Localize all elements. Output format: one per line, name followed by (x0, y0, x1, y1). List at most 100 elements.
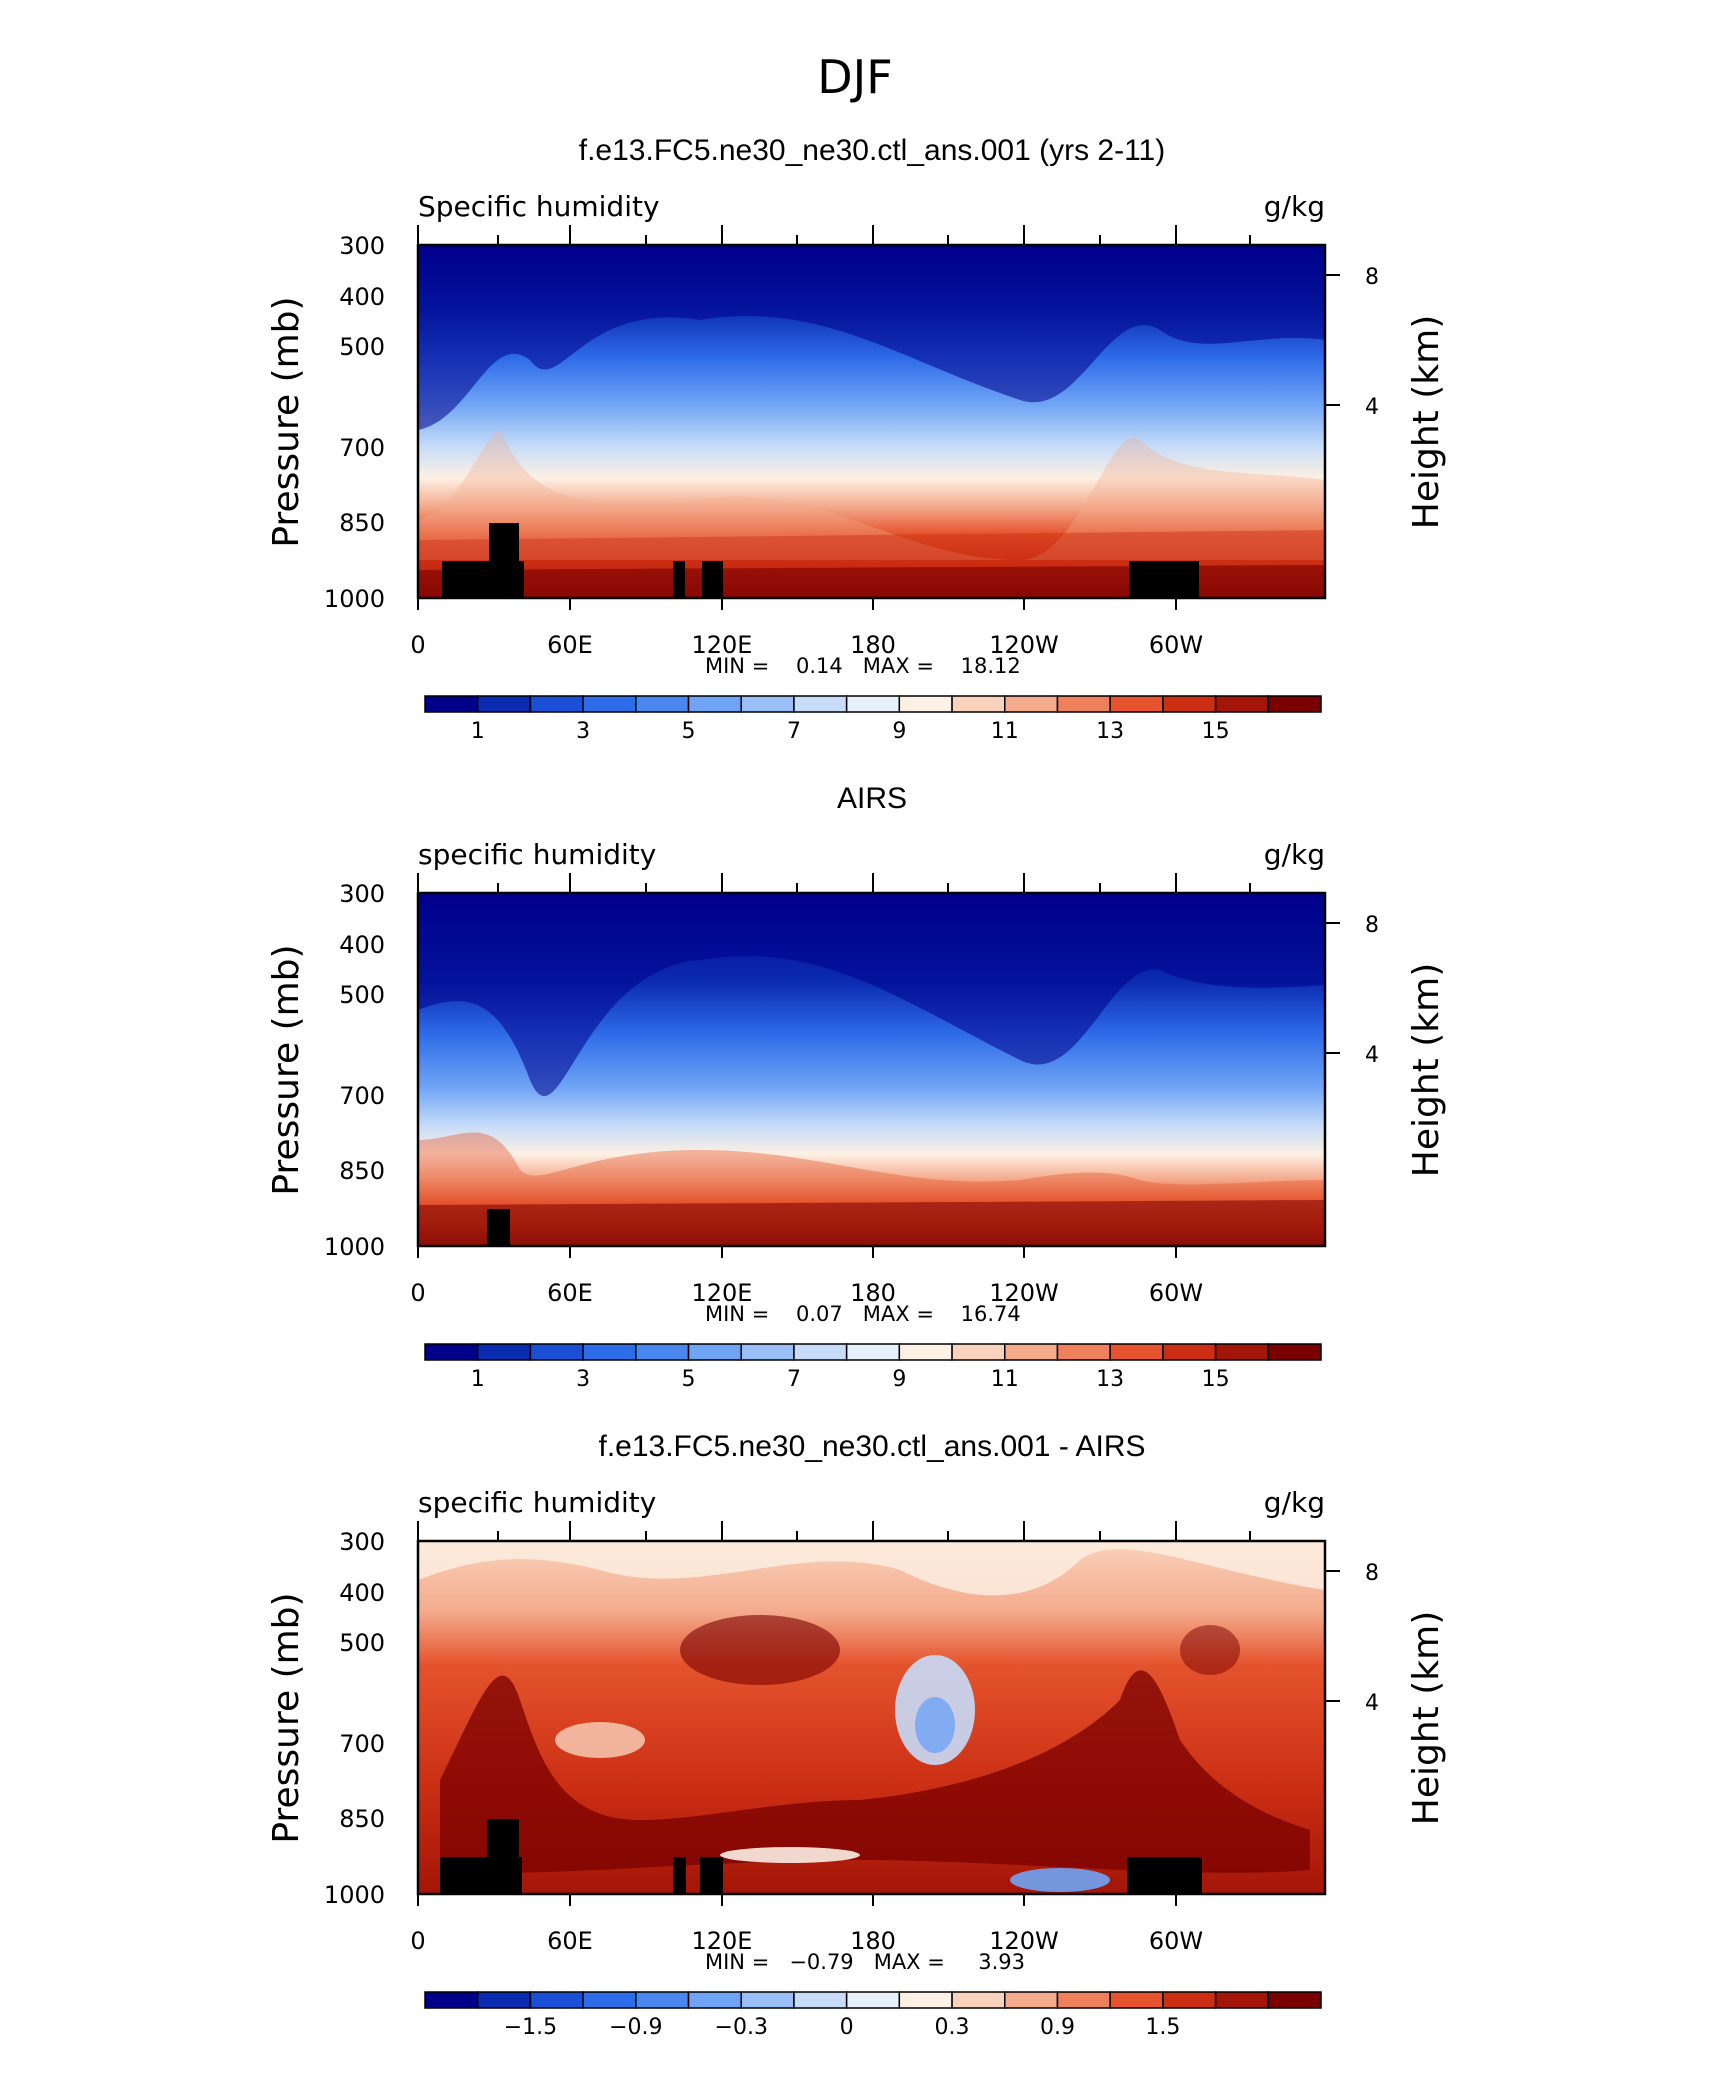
x-tick-label: 60E (547, 1927, 593, 1955)
panel-right-label: g/kg (1264, 1486, 1325, 1519)
colorbar-box (424, 1343, 479, 1361)
colorbar-box (1214, 695, 1270, 713)
min-max-readout: MIN = 0.07 MAX = 16.74 (705, 1302, 1021, 1326)
x-tick-label: 60W (1149, 1279, 1203, 1307)
plot-frame (416, 1539, 1327, 1896)
x-tick-marks (417, 225, 1340, 610)
colorbar-box (845, 695, 901, 713)
y-tick-label: 300 (339, 1528, 385, 1556)
colorbar-box (951, 1343, 1006, 1361)
colorbar-label: 11 (991, 1367, 1019, 1392)
colorbar-box (793, 1343, 848, 1361)
colorbar-box (529, 695, 584, 713)
colorbar-box (1162, 1343, 1217, 1361)
right-tick-label: 4 (1365, 395, 1379, 420)
y-tick-label: 850 (339, 509, 385, 537)
y-tick-label: 1000 (324, 1233, 385, 1261)
y-axis-label: Pressure (mb) (266, 1592, 307, 1843)
x-tick-label: 60W (1149, 1927, 1203, 1955)
colorbar-label: 0.3 (935, 2015, 970, 2040)
right-axis-label: Height (km) (1406, 315, 1447, 529)
plot-frame (416, 891, 1327, 1248)
colorbar-box (1267, 1343, 1322, 1361)
x-tick-label: 120E (692, 631, 753, 659)
plot-frame (416, 243, 1327, 600)
colorbar: 1 3 5 7 9 11 13 15 (424, 695, 1322, 744)
colorbar-label: 1 (471, 1367, 485, 1392)
y-tick-label: 850 (339, 1805, 385, 1833)
colorbar-box (1214, 1343, 1270, 1361)
panel-left-label: Specific humidity (418, 190, 660, 223)
colorbar-label: 7 (787, 719, 801, 744)
x-tick-label: 120W (989, 1927, 1059, 1955)
y-tick-label: 700 (339, 434, 385, 462)
colorbar-label: 15 (1202, 1367, 1230, 1392)
min-max-readout: MIN = 0.14 MAX = 18.12 (705, 654, 1021, 678)
colorbar-box (529, 1991, 584, 2009)
colorbar-box (1056, 1343, 1111, 1361)
y-axis-label: Pressure (mb) (266, 296, 307, 547)
heatmap-field (418, 245, 1325, 598)
colorbar-box (1214, 1991, 1270, 2009)
colorbar-label: 0 (840, 2015, 854, 2040)
y-tick-label: 500 (339, 1629, 385, 1657)
colorbar-box (582, 1991, 637, 2009)
y-tick-label: 700 (339, 1082, 385, 1110)
colorbar-box (1004, 1991, 1059, 2009)
colorbar-label: 9 (892, 1367, 906, 1392)
right-axis-label: Height (km) (1406, 1611, 1447, 1825)
y-tick-label: 300 (339, 880, 385, 908)
colorbar-label: 1 (471, 719, 485, 744)
right-tick-label: 4 (1365, 1691, 1379, 1716)
x-tick-label: 120W (989, 1279, 1059, 1307)
colorbar-box (1162, 695, 1217, 713)
colorbar-box (845, 1343, 901, 1361)
colorbar-box (1109, 1343, 1164, 1361)
colorbar-box (476, 695, 532, 713)
colorbar-box (1056, 695, 1111, 713)
colorbar-label: 9 (892, 719, 906, 744)
x-tick-label: 60E (547, 631, 593, 659)
colorbar-box (687, 695, 742, 713)
colorbar-box (1162, 1991, 1217, 2009)
panel-title: AIRS (837, 782, 907, 815)
panel-right-label: g/kg (1264, 838, 1325, 871)
colorbar: −1.5 −0.9 −0.3 0 0.3 0.9 1.5 (424, 1991, 1322, 2040)
colorbar-box (1267, 1991, 1322, 2009)
x-tick-label: 60E (547, 1279, 593, 1307)
x-tick-label: 180 (850, 1279, 896, 1307)
panel-right-label: g/kg (1264, 190, 1325, 223)
colorbar-box (740, 1343, 795, 1361)
colorbar-box (424, 1991, 479, 2009)
x-tick-marks (417, 1521, 1340, 1906)
colorbar-label: 5 (682, 1367, 696, 1392)
colorbar-box (529, 1343, 584, 1361)
x-tick-label: 180 (850, 1927, 896, 1955)
topography-mask (487, 1209, 510, 1246)
panel-airs: AIRS specific humidity g/kg 0 60E 120E 1… (266, 782, 1447, 1392)
colorbar-label: 13 (1096, 1367, 1124, 1392)
x-tick-label: 120W (989, 631, 1059, 659)
colorbar-box (582, 695, 637, 713)
y-tick-label: 1000 (324, 1881, 385, 1909)
colorbar-box (635, 695, 690, 713)
colorbar-box (635, 1991, 690, 2009)
colorbar-label: 5 (682, 719, 696, 744)
colorbar-box (951, 1991, 1006, 2009)
x-tick-label: 0 (410, 631, 425, 659)
y-tick-label: 400 (339, 283, 385, 311)
colorbar-box (1109, 1991, 1164, 2009)
panel-left-label: specific humidity (418, 838, 656, 871)
panel-left-label: specific humidity (418, 1486, 656, 1519)
colorbar-box (582, 1343, 637, 1361)
colorbar-box (898, 1343, 953, 1361)
colorbar-label: −0.3 (715, 2015, 768, 2040)
right-tick-label: 8 (1365, 913, 1379, 938)
y-tick-label: 500 (339, 333, 385, 361)
x-tick-label: 120E (692, 1279, 753, 1307)
colorbar-box (1004, 695, 1059, 713)
y-tick-label: 400 (339, 931, 385, 959)
topography-mask (442, 523, 1199, 598)
x-tick-marks (417, 873, 1340, 1258)
